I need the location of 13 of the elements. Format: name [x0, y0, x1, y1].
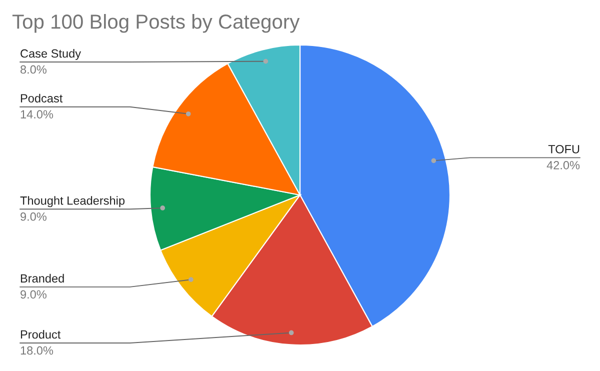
- data-label: 14.0%: [20, 110, 54, 119]
- data-label: 9.0%: [20, 212, 46, 221]
- data-label: 42.0%: [546, 161, 580, 170]
- slice-label: TOFU: [548, 145, 580, 154]
- slice-label: Thought Leadership: [20, 196, 125, 208]
- data-label: 18.0%: [20, 346, 54, 355]
- slice-label: Podcast: [20, 94, 63, 102]
- slice-label: Branded: [20, 274, 64, 283]
- data-label: 8.0%: [20, 65, 46, 74]
- data-label: 9.0%: [20, 290, 46, 299]
- slice-label: Product: [20, 330, 61, 339]
- chart-title: Top 100 Blog Posts by Category: [12, 14, 300, 33]
- slice-label: Case Study: [20, 48, 82, 60]
